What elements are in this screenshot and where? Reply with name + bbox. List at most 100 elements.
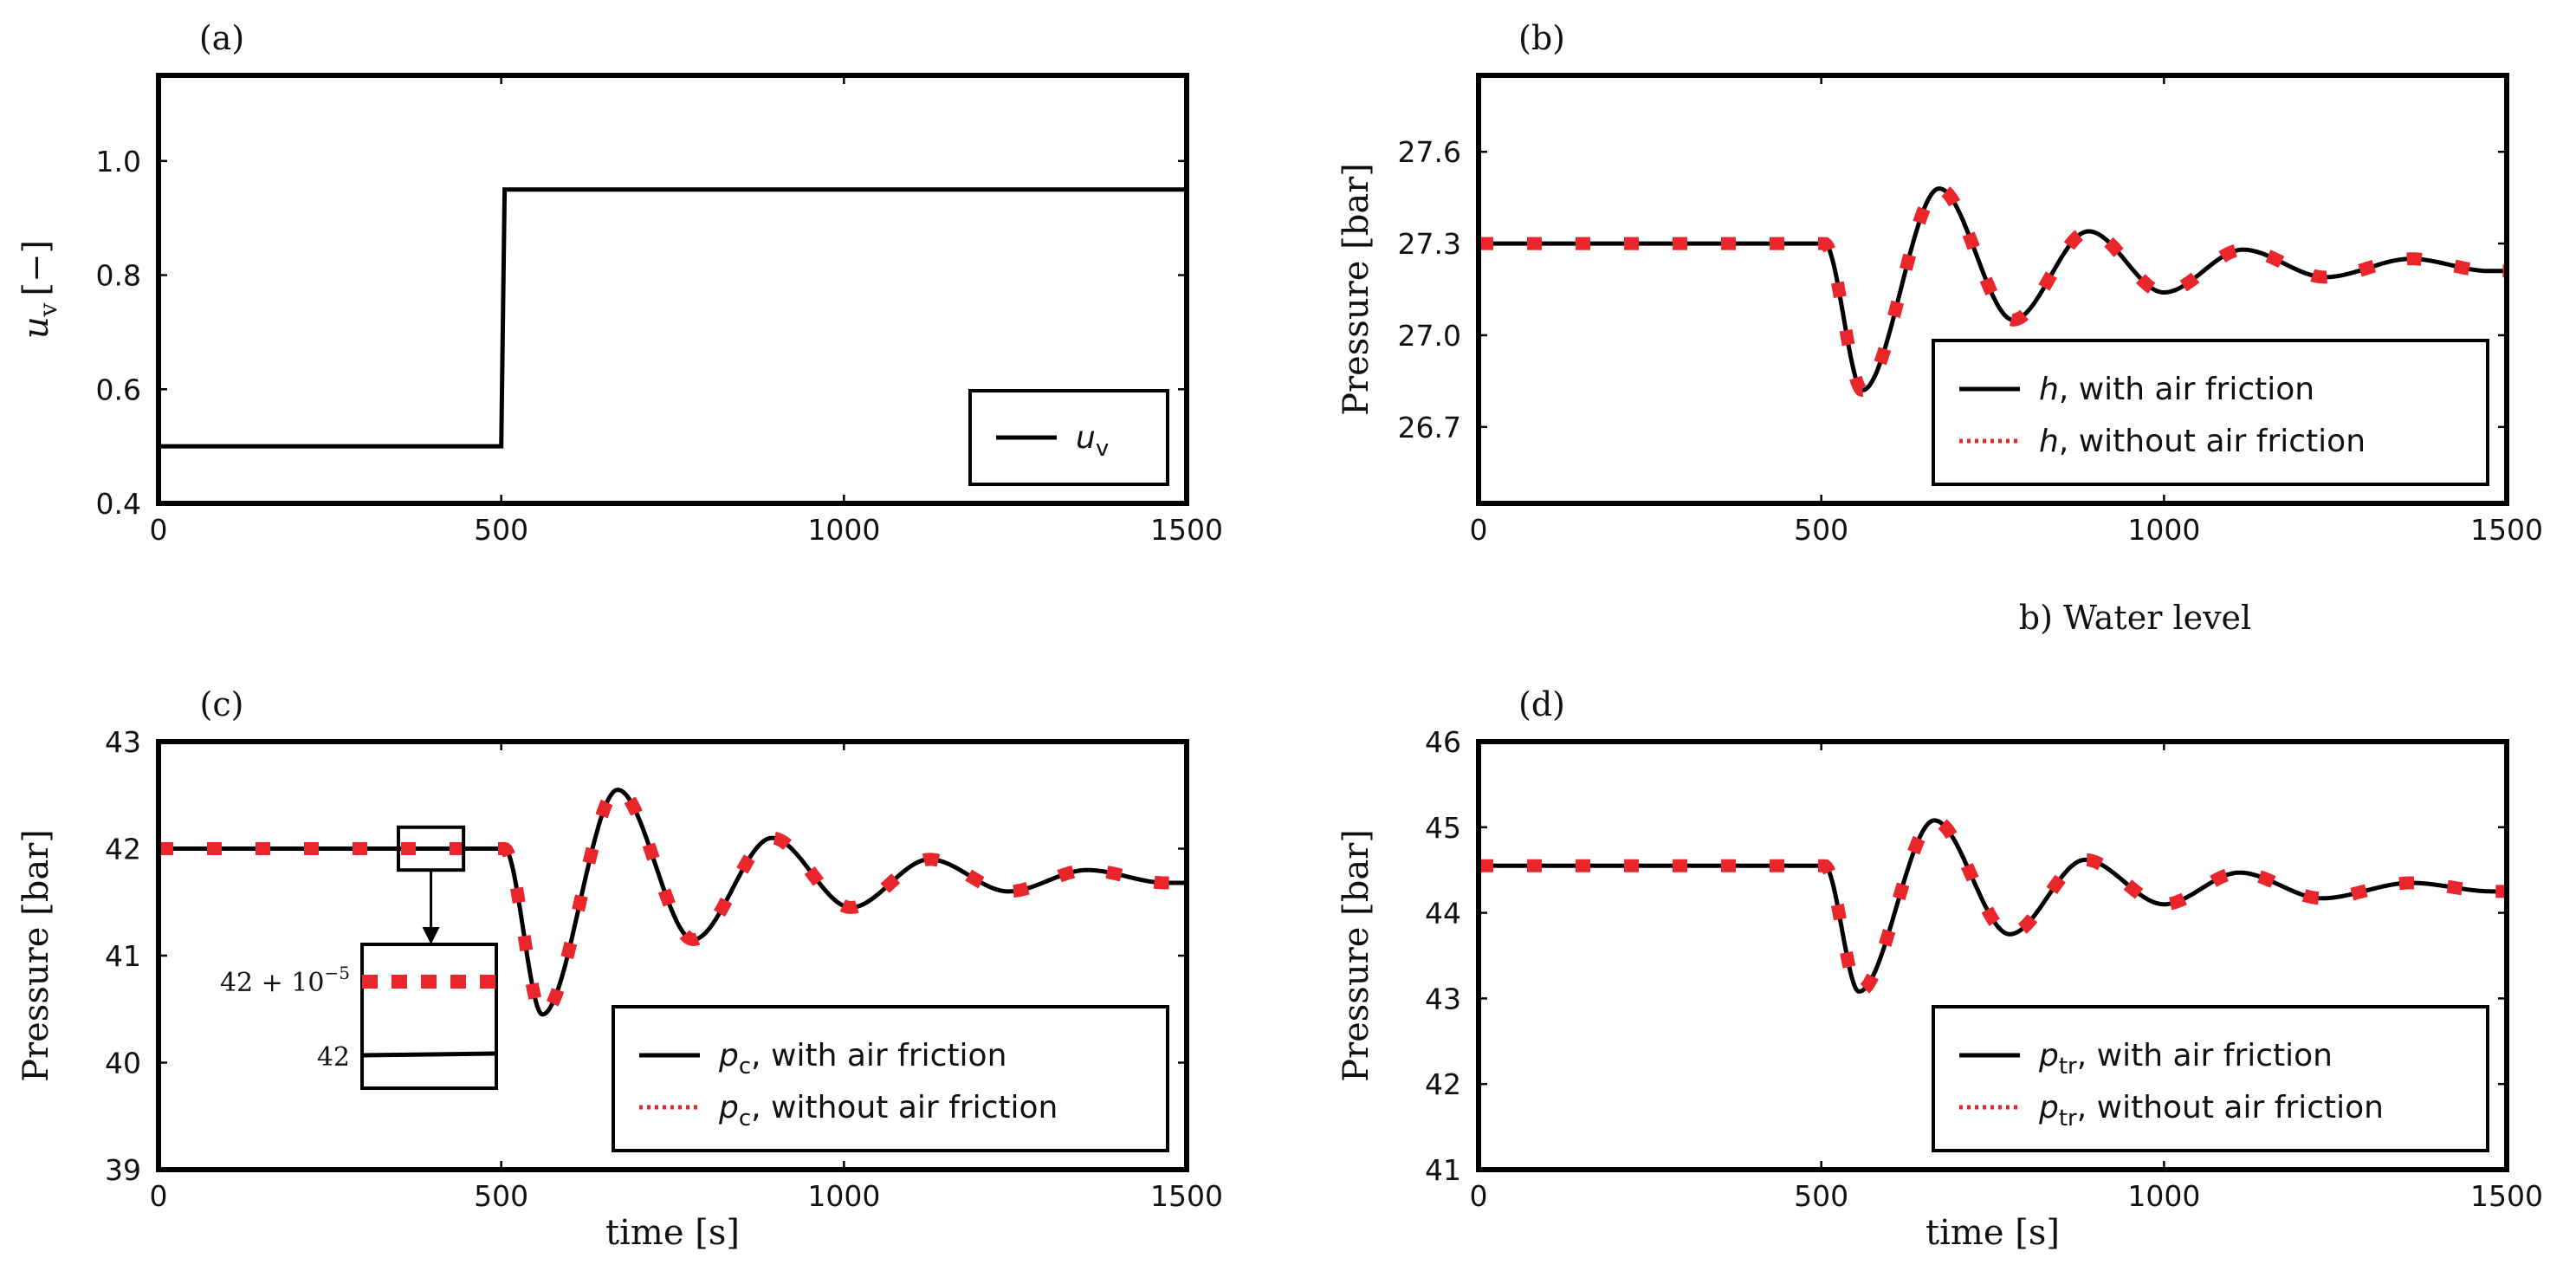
y-axis-label: Pressure [bar] xyxy=(16,829,56,1082)
series-group xyxy=(1479,814,2507,998)
legend: uv xyxy=(968,389,1169,486)
x-tick-label: 500 xyxy=(1794,513,1848,547)
chart-panel-c: 0 500 1000 1500 39 40 41 42 43 (c) Pressure [bar] t… xyxy=(16,685,1223,1253)
y-tick-label: 0.4 xyxy=(96,487,141,521)
legend-label: ptr, with air friction xyxy=(2038,1038,2333,1080)
legend-text: , without air friction xyxy=(2059,424,2366,459)
y-tick-label: 27.0 xyxy=(1398,319,1461,353)
y-tick-label: 1.0 xyxy=(96,145,141,178)
y-tick-label: 0.8 xyxy=(96,259,141,293)
y-axis-subscript: v xyxy=(34,302,62,317)
legend-subscript: v xyxy=(1096,436,1109,462)
y-tick-label: 0.6 xyxy=(96,373,141,406)
axes-frame xyxy=(1476,73,2509,506)
y-tick-label: 40 xyxy=(105,1047,141,1080)
y-axis-label: Pressure [bar] xyxy=(1337,163,1376,416)
y-tick-label: 43 xyxy=(1425,982,1461,1015)
y-tick-label: 27.6 xyxy=(1398,135,1461,169)
inset-label-top: 42 + 10−5 xyxy=(220,963,350,998)
legend-label: h, with air friction xyxy=(2039,372,2314,407)
y-tick-label: 39 xyxy=(105,1153,141,1187)
y-tick-label: 26.7 xyxy=(1398,411,1461,444)
y-tick-label: 43 xyxy=(105,725,141,759)
zoom-arrow-head xyxy=(422,927,440,944)
chart-panel-d: 0 500 1000 1500 41 42 43 44 45 46 (d) Pressure [bar… xyxy=(1337,685,2543,1253)
inset-label-bottom: 42 xyxy=(317,1042,350,1073)
x-tick-label: 1000 xyxy=(807,1179,880,1213)
legend-label: pc, without air friction xyxy=(718,1090,1058,1132)
x-tick-label: 1500 xyxy=(2470,513,2543,547)
y-tick-label: 44 xyxy=(1425,897,1461,931)
legend-label: uv xyxy=(1076,420,1109,462)
y-tick-label: 45 xyxy=(1425,811,1461,845)
series-line-u_v xyxy=(159,187,1187,449)
legend-label: pc, with air friction xyxy=(718,1038,1006,1080)
axes-frame xyxy=(156,739,1189,1172)
legend-text: , with air friction xyxy=(2077,1038,2333,1073)
inset-label-top-exponent: −5 xyxy=(325,963,350,983)
x-tick-label: 500 xyxy=(474,513,528,547)
legend-variable: u xyxy=(1076,420,1096,456)
x-tick-label: 1000 xyxy=(2127,513,2200,547)
legend-label: ptr, without air friction xyxy=(2038,1090,2384,1132)
axes-frame xyxy=(1476,739,2509,1172)
legend-text: , without air friction xyxy=(2077,1090,2384,1125)
panel-label: (a) xyxy=(199,19,244,57)
legend-variable: h xyxy=(2039,372,2059,407)
y-tick-label: 42 xyxy=(1425,1067,1461,1101)
inset-series-with-air-friction xyxy=(361,1051,497,1058)
x-tick-label: 1000 xyxy=(807,513,880,547)
x-tick-label: 500 xyxy=(1794,1179,1848,1213)
legend-text: , without air friction xyxy=(751,1090,1058,1125)
x-tick-label: 1500 xyxy=(1150,513,1223,547)
y-tick-label: 41 xyxy=(105,939,141,973)
series-without-air-friction xyxy=(1479,814,2507,998)
x-tick-label: 0 xyxy=(150,513,168,547)
figure-caption: b) Water level xyxy=(2019,599,2251,637)
legend-subscript: tr xyxy=(2059,1106,2077,1132)
y-axis-label: Pressure [bar] xyxy=(1337,829,1376,1082)
inset-box xyxy=(360,943,498,1090)
x-tick-label: 0 xyxy=(150,1179,168,1213)
legend-box xyxy=(612,1005,1169,1152)
legend-subscript: c xyxy=(739,1054,751,1080)
x-tick-label: 0 xyxy=(1470,1179,1488,1213)
y-tick-label: 42 xyxy=(105,833,141,866)
legend-variable: p xyxy=(2038,1090,2059,1125)
y-tick-label: 46 xyxy=(1425,725,1461,759)
x-tick-label: 1500 xyxy=(2470,1179,2543,1213)
y-tick-label: 41 xyxy=(1425,1153,1461,1187)
series-with-air-friction xyxy=(1479,818,2507,994)
series-group xyxy=(159,783,1187,1021)
x-tick-label: 500 xyxy=(474,1179,528,1213)
x-axis-label: time [s] xyxy=(605,1213,740,1253)
legend-subscript: tr xyxy=(2059,1054,2077,1080)
x-tick-label: 1500 xyxy=(1150,1179,1223,1213)
legend-text: , with air friction xyxy=(2059,372,2314,407)
legend-variable: h xyxy=(2039,424,2059,459)
x-axis-label: time [s] xyxy=(1926,1213,2060,1253)
y-axis-unit: [−] xyxy=(16,240,56,296)
legend-variable: p xyxy=(2038,1038,2059,1073)
chart-panel-b: 0 500 1000 1500 26.7 27.0 27.3 27.6 (b) Pressure … xyxy=(1337,19,2543,547)
axes-frame xyxy=(156,73,1189,506)
y-tick-label: 27.3 xyxy=(1398,227,1461,261)
legend-text: , with air friction xyxy=(751,1038,1006,1073)
legend-variable: p xyxy=(718,1090,739,1125)
legend-box xyxy=(1932,339,2489,486)
legend-variable: p xyxy=(718,1038,739,1073)
x-tick-label: 0 xyxy=(1470,513,1488,547)
series-without-air-friction xyxy=(159,783,1187,1021)
legend-box xyxy=(1932,1005,2489,1152)
panel-label: (b) xyxy=(1518,19,1565,57)
x-tick-label: 1000 xyxy=(2127,1179,2200,1213)
series-with-air-friction xyxy=(1479,186,2507,392)
zoom-inset: 42 + 10−5 42 xyxy=(220,825,498,1090)
y-axis-variable: u xyxy=(16,316,56,339)
panel-label: (c) xyxy=(200,685,244,723)
inset-label-top-base: 42 + 10 xyxy=(220,968,325,998)
